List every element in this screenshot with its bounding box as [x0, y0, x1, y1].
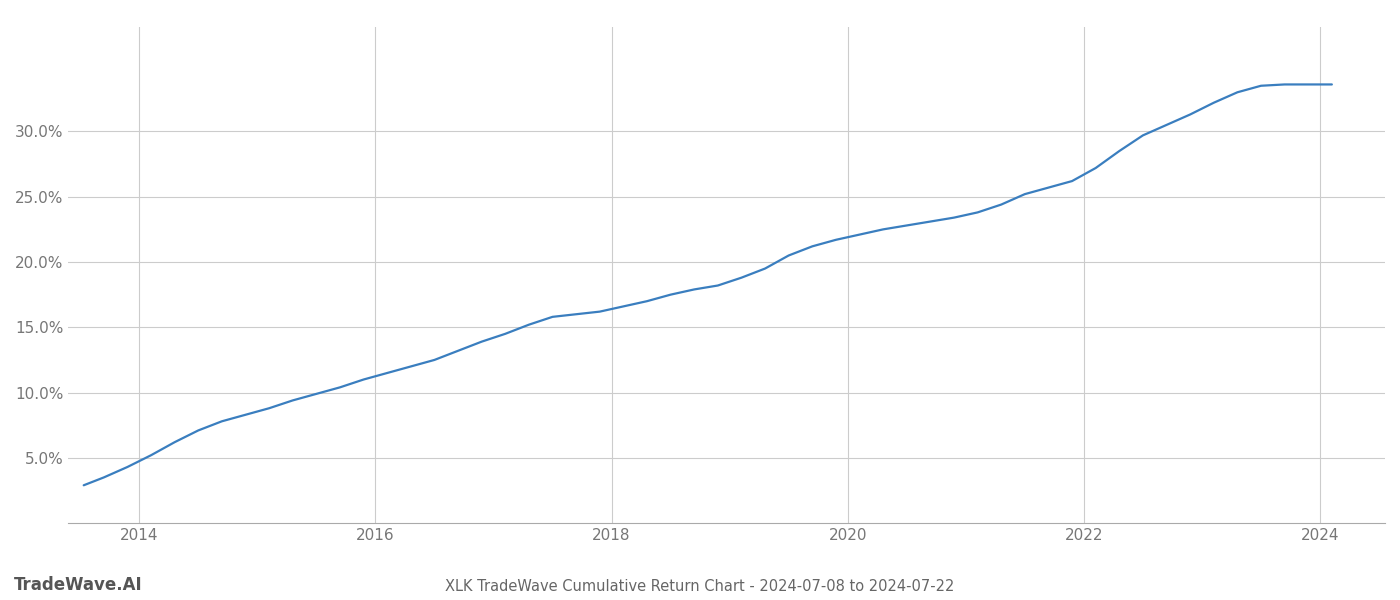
Text: TradeWave.AI: TradeWave.AI — [14, 576, 143, 594]
Text: XLK TradeWave Cumulative Return Chart - 2024-07-08 to 2024-07-22: XLK TradeWave Cumulative Return Chart - … — [445, 579, 955, 594]
